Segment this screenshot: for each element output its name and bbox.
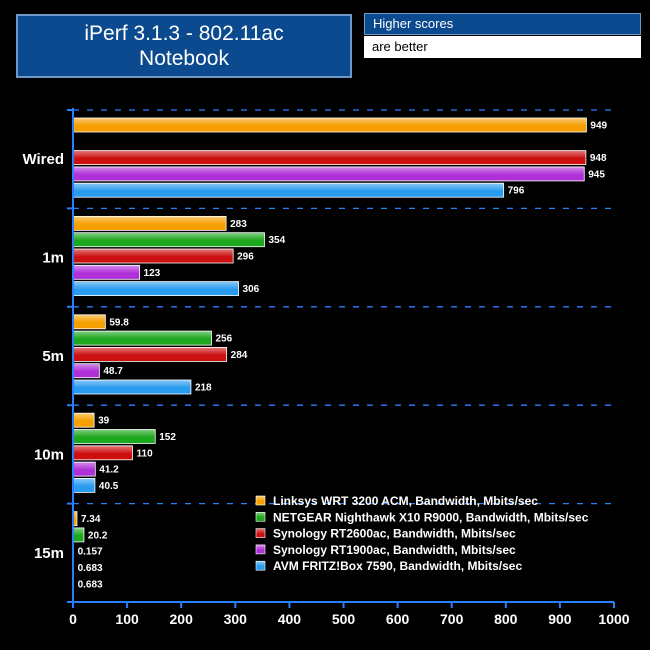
category-label: 1m bbox=[42, 250, 64, 267]
x-tick-label: 0 bbox=[69, 611, 77, 627]
data-label: 0.683 bbox=[78, 579, 103, 590]
legend-swatch bbox=[255, 495, 266, 506]
data-label: 110 bbox=[137, 448, 154, 459]
data-label: 0.683 bbox=[78, 563, 103, 574]
category-label: 5m bbox=[42, 348, 64, 365]
data-label: 296 bbox=[237, 252, 254, 263]
x-tick-label: 600 bbox=[386, 611, 410, 627]
data-label: 218 bbox=[195, 383, 212, 394]
legend-label: Linksys WRT 3200 ACM, Bandwidth, Mbits/s… bbox=[273, 494, 538, 508]
x-tick-label: 200 bbox=[170, 611, 194, 627]
category-label: 15m bbox=[34, 545, 64, 562]
bars: 949 948 945 796 283 354 296 123 306 59.8 256 284 48.… bbox=[72, 117, 608, 592]
note-are-better: are better bbox=[364, 36, 641, 58]
bar bbox=[72, 346, 228, 362]
data-label: 354 bbox=[269, 235, 286, 246]
bar bbox=[72, 215, 227, 231]
chart-title-box: iPerf 3.1.3 - 802.11ac Notebook bbox=[16, 14, 352, 78]
bar bbox=[72, 412, 95, 428]
data-label: 48.7 bbox=[103, 366, 123, 377]
x-tick-label: 900 bbox=[548, 611, 572, 627]
bar bbox=[72, 477, 96, 493]
bar bbox=[72, 527, 85, 543]
chart-title-line2: Notebook bbox=[139, 47, 229, 70]
bar bbox=[72, 314, 106, 330]
x-tick-label: 100 bbox=[115, 611, 139, 627]
data-label: 256 bbox=[215, 334, 232, 345]
bar bbox=[72, 379, 192, 395]
legend-label: Synology RT2600ac, Bandwidth, Mbits/sec bbox=[273, 527, 516, 541]
data-label: 123 bbox=[144, 268, 161, 279]
data-label: 796 bbox=[508, 186, 525, 197]
legend-swatch bbox=[255, 511, 266, 522]
x-tick-label: 700 bbox=[440, 611, 464, 627]
legend: Linksys WRT 3200 ACM, Bandwidth, Mbits/s… bbox=[255, 494, 589, 573]
bar bbox=[72, 445, 133, 461]
bar bbox=[72, 150, 587, 166]
x-tick-label: 500 bbox=[332, 611, 356, 627]
bar bbox=[72, 117, 587, 133]
x-tick-label: 400 bbox=[278, 611, 302, 627]
data-label: 39 bbox=[98, 416, 110, 427]
legend-swatch bbox=[255, 544, 266, 555]
bar bbox=[72, 264, 140, 280]
category-label: 10m bbox=[34, 446, 64, 463]
axes: Wired 1m 5m 10m 15m 0 100 200 300 400 500 600 700 800… bbox=[22, 108, 630, 627]
data-label: 948 bbox=[590, 153, 607, 164]
data-label: 41.2 bbox=[99, 465, 119, 476]
bar bbox=[72, 232, 265, 248]
grid-lines bbox=[73, 109, 614, 505]
x-tick-label: 1000 bbox=[598, 611, 629, 627]
data-label: 152 bbox=[159, 432, 176, 443]
data-label: 306 bbox=[243, 284, 260, 295]
bar bbox=[72, 182, 505, 198]
x-tick-label: 300 bbox=[224, 611, 248, 627]
data-label: 40.5 bbox=[99, 481, 119, 492]
bar bbox=[72, 461, 96, 477]
bar bbox=[72, 166, 585, 182]
bar bbox=[72, 281, 239, 297]
note-higher-scores: Higher scores bbox=[364, 13, 641, 35]
bar bbox=[72, 363, 100, 379]
data-label: 7.34 bbox=[81, 514, 101, 525]
legend-label: Synology RT1900ac, Bandwidth, Mbits/sec bbox=[273, 543, 516, 557]
data-label: 949 bbox=[590, 121, 607, 132]
data-label: 0.157 bbox=[78, 547, 103, 558]
legend-label: NETGEAR Nighthawk X10 R9000, Bandwidth, … bbox=[273, 510, 589, 524]
chart-title-line1: iPerf 3.1.3 - 802.11ac bbox=[84, 22, 284, 45]
data-label: 284 bbox=[231, 350, 248, 361]
bar bbox=[72, 429, 156, 444]
legend-swatch bbox=[255, 560, 266, 571]
legend-label: AVM FRITZ!Box 7590, Bandwidth, Mbits/sec bbox=[273, 559, 522, 573]
category-label: Wired bbox=[22, 151, 64, 168]
legend-swatch bbox=[255, 528, 266, 538]
bar bbox=[72, 248, 234, 264]
data-label: 20.2 bbox=[88, 530, 108, 541]
data-label: 945 bbox=[588, 169, 605, 180]
data-label: 283 bbox=[230, 219, 247, 230]
x-tick-label: 800 bbox=[494, 611, 518, 627]
bar bbox=[72, 330, 212, 346]
data-label: 59.8 bbox=[109, 317, 129, 328]
